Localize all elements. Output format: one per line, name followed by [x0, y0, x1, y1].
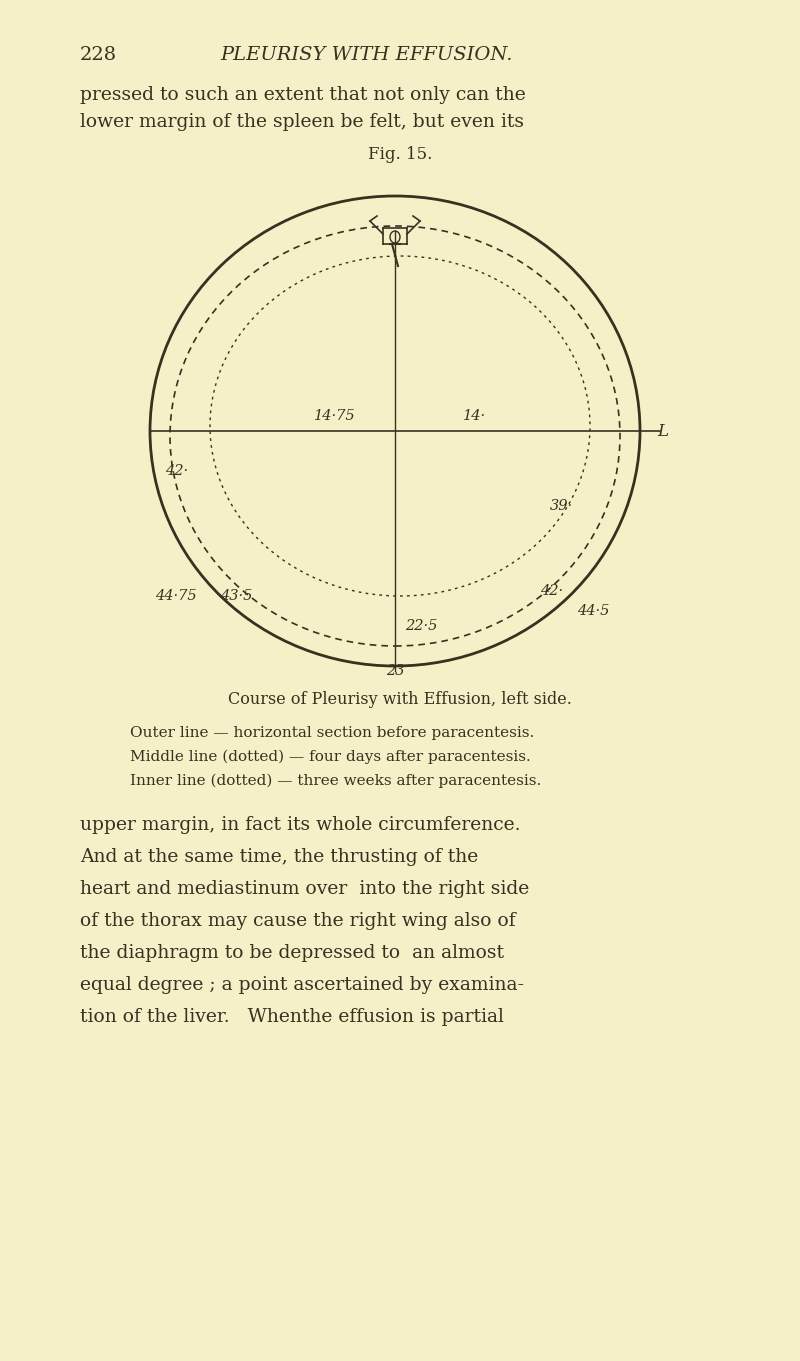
- Text: equal degree ; a point ascertained by examina-: equal degree ; a point ascertained by ex…: [80, 976, 524, 994]
- Text: 22·5: 22·5: [405, 619, 438, 633]
- Text: 43·5: 43·5: [220, 589, 252, 603]
- Text: 228: 228: [80, 46, 117, 64]
- Text: of the thorax may cause the right wing also of: of the thorax may cause the right wing a…: [80, 912, 516, 930]
- Text: 23: 23: [386, 664, 404, 678]
- Text: Outer line — horizontal section before paracentesis.: Outer line — horizontal section before p…: [130, 725, 534, 740]
- Text: heart and mediastinum over  into the right side: heart and mediastinum over into the righ…: [80, 881, 530, 898]
- Text: lower margin of the spleen be felt, but even its: lower margin of the spleen be felt, but …: [80, 113, 524, 131]
- Text: 14·75: 14·75: [314, 410, 356, 423]
- Text: 39·: 39·: [550, 499, 573, 513]
- Text: tion of the liver.   Whenthe effusion is partial: tion of the liver. Whenthe effusion is p…: [80, 1009, 504, 1026]
- Text: 44·75: 44·75: [155, 589, 197, 603]
- Text: 42·: 42·: [540, 584, 563, 597]
- Text: Middle line (dotted) — four days after paracentesis.: Middle line (dotted) — four days after p…: [130, 750, 530, 765]
- Text: 14·: 14·: [463, 410, 486, 423]
- Text: the diaphragm to be depressed to  an almost: the diaphragm to be depressed to an almo…: [80, 945, 504, 962]
- Text: Fig. 15.: Fig. 15.: [368, 146, 432, 163]
- Text: pressed to such an extent that not only can the: pressed to such an extent that not only …: [80, 86, 526, 103]
- Text: L: L: [657, 422, 668, 440]
- Text: And at the same time, the thrusting of the: And at the same time, the thrusting of t…: [80, 848, 478, 866]
- Text: Course of Pleurisy with Effusion, left side.: Course of Pleurisy with Effusion, left s…: [228, 691, 572, 708]
- Text: 44·5: 44·5: [577, 604, 610, 618]
- Text: PLEURISY WITH EFFUSION.: PLEURISY WITH EFFUSION.: [220, 46, 513, 64]
- Text: upper margin, in fact its whole circumference.: upper margin, in fact its whole circumfe…: [80, 817, 521, 834]
- Text: Inner line (dotted) — three weeks after paracentesis.: Inner line (dotted) — three weeks after …: [130, 774, 542, 788]
- Text: 42·: 42·: [165, 464, 188, 478]
